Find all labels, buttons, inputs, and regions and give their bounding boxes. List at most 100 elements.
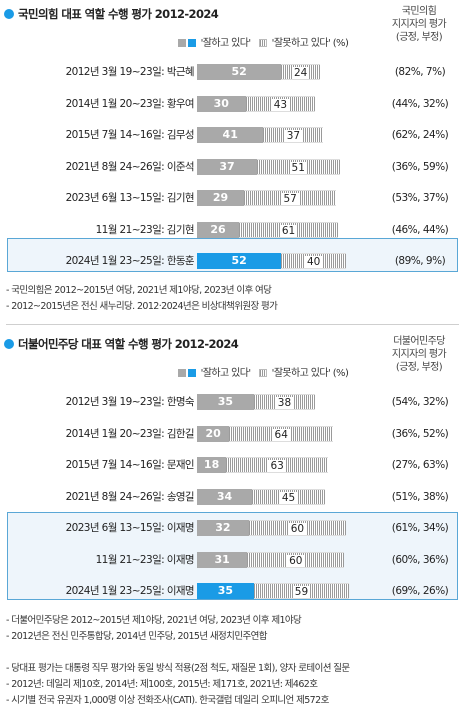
bar-row: 2023년 6월 13~15일: 이재명 32 60 (61%, 34%) [0, 520, 465, 536]
supporter-eval: (61%, 34%) [391, 522, 449, 534]
bar-positive: 34 [197, 488, 253, 505]
supporter-eval: (82%, 7%) [394, 66, 446, 78]
bar-negative: 45 [252, 488, 325, 505]
legend-blue-swatch [188, 369, 196, 377]
bar-negative-label: 38 [275, 397, 294, 409]
category-label: 2012년 3월 19~23일: 박근혜 [65, 66, 195, 78]
category-label: 2015년 7월 14~16일: 문재인 [65, 459, 195, 471]
bar-negative-label: 43 [271, 98, 290, 111]
bar-negative: 64 [229, 425, 334, 442]
category-label: 2014년 1월 20~23일: 황우여 [65, 97, 195, 110]
category-label: 2021년 8월 24~26일: 이준석 [65, 160, 195, 173]
supporter-eval: (53%, 37%) [391, 192, 449, 204]
bar-negative-label: 51 [289, 161, 307, 174]
bar-positive: 52 [197, 64, 282, 80]
bar-negative: 40 [281, 253, 347, 269]
supporter-eval: (62%, 24%) [391, 129, 449, 141]
bar-row: 2012년 3월 19~23일: 박근혜 52 24 (82%, 7%) [0, 64, 465, 80]
bar-row: 11월 21~23일: 김기현 26 61 (46%, 44%) [0, 221, 465, 238]
category-label: 11월 21~23일: 김기현 [95, 223, 195, 236]
bar-negative: 63 [226, 457, 329, 473]
supporter-eval: (27%, 63%) [391, 459, 449, 471]
bar-row: 2015년 7월 14~16일: 김무성 41 37 (62%, 24%) [0, 127, 465, 143]
category-label: 2012년 3월 19~23일: 한명숙 [65, 396, 195, 408]
bar-positive: 52 [197, 253, 282, 269]
category-label: 2015년 7월 14~16일: 김무성 [65, 129, 195, 141]
bar-positive: 31 [197, 551, 248, 568]
supporter-eval: (36%, 52%) [391, 427, 449, 440]
supporter-eval: (51%, 38%) [391, 490, 449, 503]
note: - 2012~2015년은 전신 새누리당. 2012·2024년은 비상대책위… [6, 301, 278, 312]
note: - 2012년은 전신 민주통합당, 2014년 민주당, 2015년 새정치민… [6, 631, 267, 642]
bar-positive: 18 [197, 457, 227, 473]
category-label: 2014년 1월 20~23일: 김한길 [65, 427, 195, 440]
legend-blue-swatch [188, 39, 196, 47]
supporter-header: 더불어민주당 지지자의 평가 (긍정, 부정) [391, 336, 447, 373]
chart-title: 국민의힘 대표 역할 수행 평가 2012-2024 [4, 6, 219, 22]
party-chart-dpk: 더불어민주당 대표 역할 수행 평가 2012-2024 '잘하고 있다' '잘… [0, 330, 465, 642]
bar-positive: 30 [197, 95, 246, 112]
footer-note: - 2012년: 데일리 제10호, 2014년: 제100호, 2015년: … [6, 679, 318, 690]
bullet-dot-icon [4, 339, 14, 349]
category-label: 11월 21~23일: 이재명 [95, 553, 195, 566]
bar-positive: 41 [197, 127, 264, 143]
bar-row: 2021년 8월 24~26일: 이준석 37 51 (36%, 59%) [0, 158, 465, 175]
bar-positive: 35 [197, 394, 254, 410]
legend-grey-swatch [178, 369, 186, 377]
supporter-eval: (44%, 32%) [391, 97, 449, 110]
bar-negative-label: 57 [281, 193, 299, 205]
bar-negative: 38 [253, 394, 316, 410]
bar-negative-label: 59 [292, 586, 311, 598]
bar-positive: 37 [197, 158, 257, 175]
bar-negative: 60 [247, 551, 345, 568]
footer-note: - 당대표 평가는 대통령 직무 평가와 동일 방식 적용(2점 척도, 재질문… [6, 663, 350, 674]
category-label: 2021년 8월 24~26일: 송영길 [65, 490, 195, 503]
bar-row: 2024년 1월 23~25일: 이재명 35 59 (69%, 26%) [0, 583, 465, 599]
bar-row: 2015년 7월 14~16일: 문재인 18 63 (27%, 63%) [0, 457, 465, 473]
bar-negative-label: 60 [287, 554, 305, 567]
note: - 국민의힘은 2012~2015년 여당, 2021년 제1야당, 2023년… [6, 285, 272, 296]
bar-negative: 57 [243, 190, 337, 206]
bar-row: 2012년 3월 19~23일: 한명숙 35 38 (54%, 32%) [0, 394, 465, 410]
bar-negative: 59 [253, 583, 350, 599]
note: - 더불어민주당은 2012~2015년 제1야당, 2021년 여당, 202… [6, 615, 302, 626]
supporter-eval: (54%, 32%) [391, 396, 449, 408]
supporter-eval: (36%, 59%) [391, 160, 449, 173]
category-label: 2024년 1월 23~25일: 이재명 [65, 585, 195, 597]
legend: '잘하고 있다' '잘못하고 있다' (%) [178, 34, 349, 49]
bar-negative-label: 64 [272, 428, 290, 441]
bullet-dot-icon [4, 9, 14, 19]
legend-grey-swatch [178, 39, 186, 47]
category-label: 2024년 1월 23~25일: 한동훈 [65, 255, 195, 267]
bar-negative-label: 61 [279, 224, 298, 237]
bar-row: 2014년 1월 20~23일: 김한길 20 64 (36%, 52%) [0, 425, 465, 442]
bar-negative-label: 60 [288, 523, 307, 535]
bar-negative: 43 [245, 95, 316, 112]
bar-positive: 29 [197, 190, 244, 206]
bar-negative-label: 63 [268, 460, 286, 472]
bar-negative-label: 40 [304, 256, 323, 268]
supporter-eval: (89%, 9%) [394, 255, 446, 267]
bar-negative-label: 45 [279, 491, 298, 504]
footer-note: - 시기별 전국 유권자 1,000명 이상 전화조사(CATI). 한국갤럽 … [6, 695, 329, 706]
party-chart-ppp: 국민의힘 대표 역할 수행 평가 2012-2024 '잘하고 있다' '잘못하… [0, 0, 465, 330]
bar-positive: 26 [197, 221, 240, 238]
bar-negative: 61 [239, 221, 338, 238]
category-label: 2023년 6월 13~15일: 이재명 [65, 522, 195, 534]
bar-negative: 37 [263, 127, 324, 143]
supporter-eval: (46%, 44%) [391, 223, 449, 236]
bar-row: 11월 21~23일: 이재명 31 60 (60%, 36%) [0, 551, 465, 568]
bar-positive: 35 [197, 583, 254, 599]
bar-row: 2014년 1월 20~23일: 황우여 30 43 (44%, 32%) [0, 95, 465, 112]
bar-positive: 20 [197, 425, 230, 442]
supporter-header: 국민의힘 지지자의 평가 (긍정, 부정) [391, 6, 447, 43]
bar-negative: 51 [256, 158, 340, 175]
bar-negative-label: 37 [284, 130, 303, 142]
supporter-eval: (60%, 36%) [391, 553, 449, 566]
supporter-eval: (69%, 26%) [391, 585, 449, 597]
bar-negative: 24 [281, 64, 321, 80]
category-label: 2023년 6월 13~15일: 김기현 [65, 192, 195, 204]
bar-row: 2023년 6월 13~15일: 김기현 29 57 (53%, 37%) [0, 190, 465, 206]
bar-positive: 32 [197, 520, 249, 536]
legend: '잘하고 있다' '잘못하고 있다' (%) [178, 364, 349, 379]
